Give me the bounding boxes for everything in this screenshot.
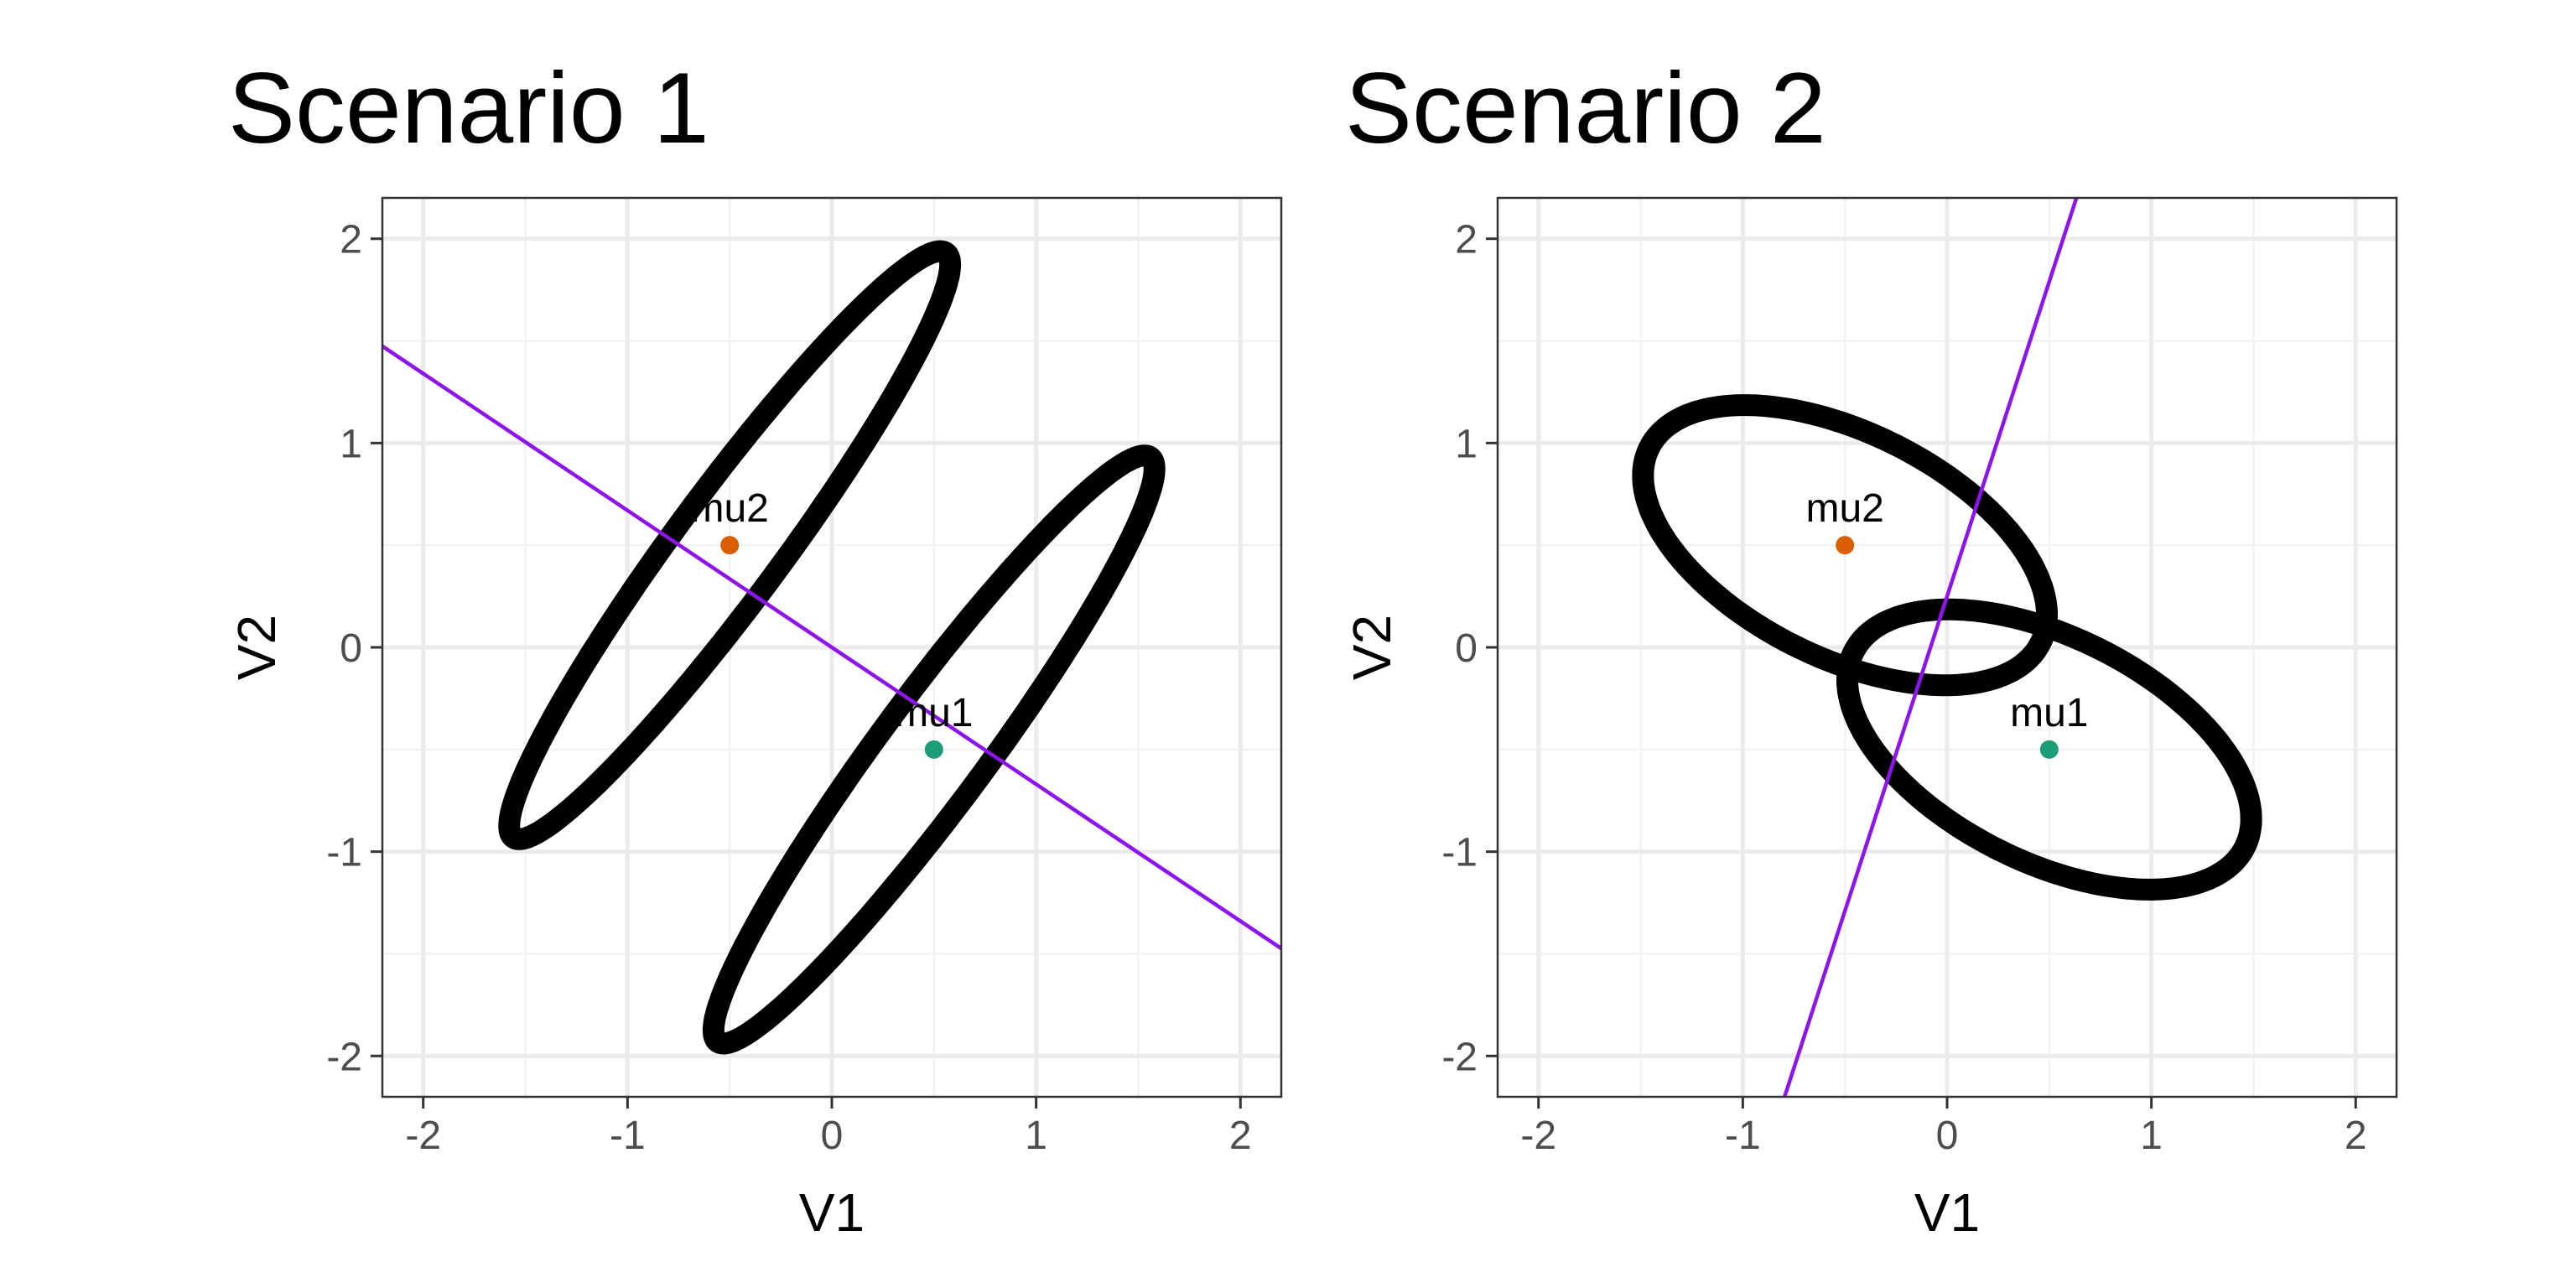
mean-points: mu1 mu2 [1805,486,2089,759]
y-axis-label: V2 [1342,615,1402,680]
x-tick-label: 2 [2345,1114,2367,1158]
y-axis-ticks: -2 -1 0 1 2 [326,218,382,1079]
y-tick-label: -2 [326,1035,362,1079]
x-tick-label: 0 [1936,1114,1959,1158]
panel-scenario-1: Scenario 1 mu1 mu2 -2 -1 0 1 2 -2 -1 0 1 2 V1 V2 [226,52,1283,1243]
x-axis-label: V1 [799,1182,865,1243]
ellipse-mu2 [1632,394,2058,697]
mu1-point [924,740,943,759]
ellipse-mu1 [1836,598,2262,901]
mu2-label: mu2 [1805,486,1883,531]
mu2-point [720,536,740,555]
y-tick-label: 0 [340,626,362,671]
chart-title: Scenario 1 [228,52,709,164]
ellipses [1632,394,2262,901]
y-tick-label: 2 [1455,218,1478,262]
x-tick-label: 1 [2140,1114,2163,1158]
x-tick-label: 0 [821,1114,844,1158]
ellipse-mu1 [702,444,1166,1055]
decision-boundary [1782,198,2079,1097]
y-tick-label: 1 [1455,422,1478,466]
mu1-label: mu1 [2010,691,2088,735]
x-tick-label: -2 [405,1114,441,1158]
x-tick-label: 2 [1229,1114,1252,1158]
y-tick-label: 2 [340,218,362,262]
mu1-label: mu1 [895,691,973,735]
y-axis-ticks: -2 -1 0 1 2 [1441,218,1498,1079]
chart-title: Scenario 2 [1345,52,1826,164]
decision-boundary [382,344,1281,951]
x-tick-label: -1 [1725,1114,1761,1158]
boundary-line-group [382,344,1281,951]
y-tick-label: 0 [1455,626,1478,671]
mean-points: mu1 mu2 [690,486,974,759]
x-tick-label: 1 [1025,1114,1047,1158]
y-tick-label: -2 [1441,1035,1478,1079]
y-tick-label: -1 [326,831,362,875]
mu1-point [2039,740,2059,759]
mu2-label: mu2 [690,486,768,531]
y-tick-label: 1 [340,422,362,466]
x-axis-ticks: -2 -1 0 1 2 [405,1097,1252,1158]
x-tick-label: -2 [1520,1114,1556,1158]
mu2-point [1836,536,1855,555]
boundary-line-group [1782,198,2079,1097]
y-axis-label: V2 [226,615,287,680]
x-axis-ticks: -2 -1 0 1 2 [1520,1097,2367,1158]
x-tick-label: -1 [610,1114,646,1158]
panel-scenario-2: Scenario 2 mu1 mu2 -2 -1 0 1 2 -2 -1 0 1 2 V1 V2 [1342,52,2398,1243]
x-axis-label: V1 [1914,1182,1980,1243]
ellipses [498,240,1166,1055]
y-tick-label: -1 [1441,831,1478,875]
ellipse-mu2 [498,240,962,850]
